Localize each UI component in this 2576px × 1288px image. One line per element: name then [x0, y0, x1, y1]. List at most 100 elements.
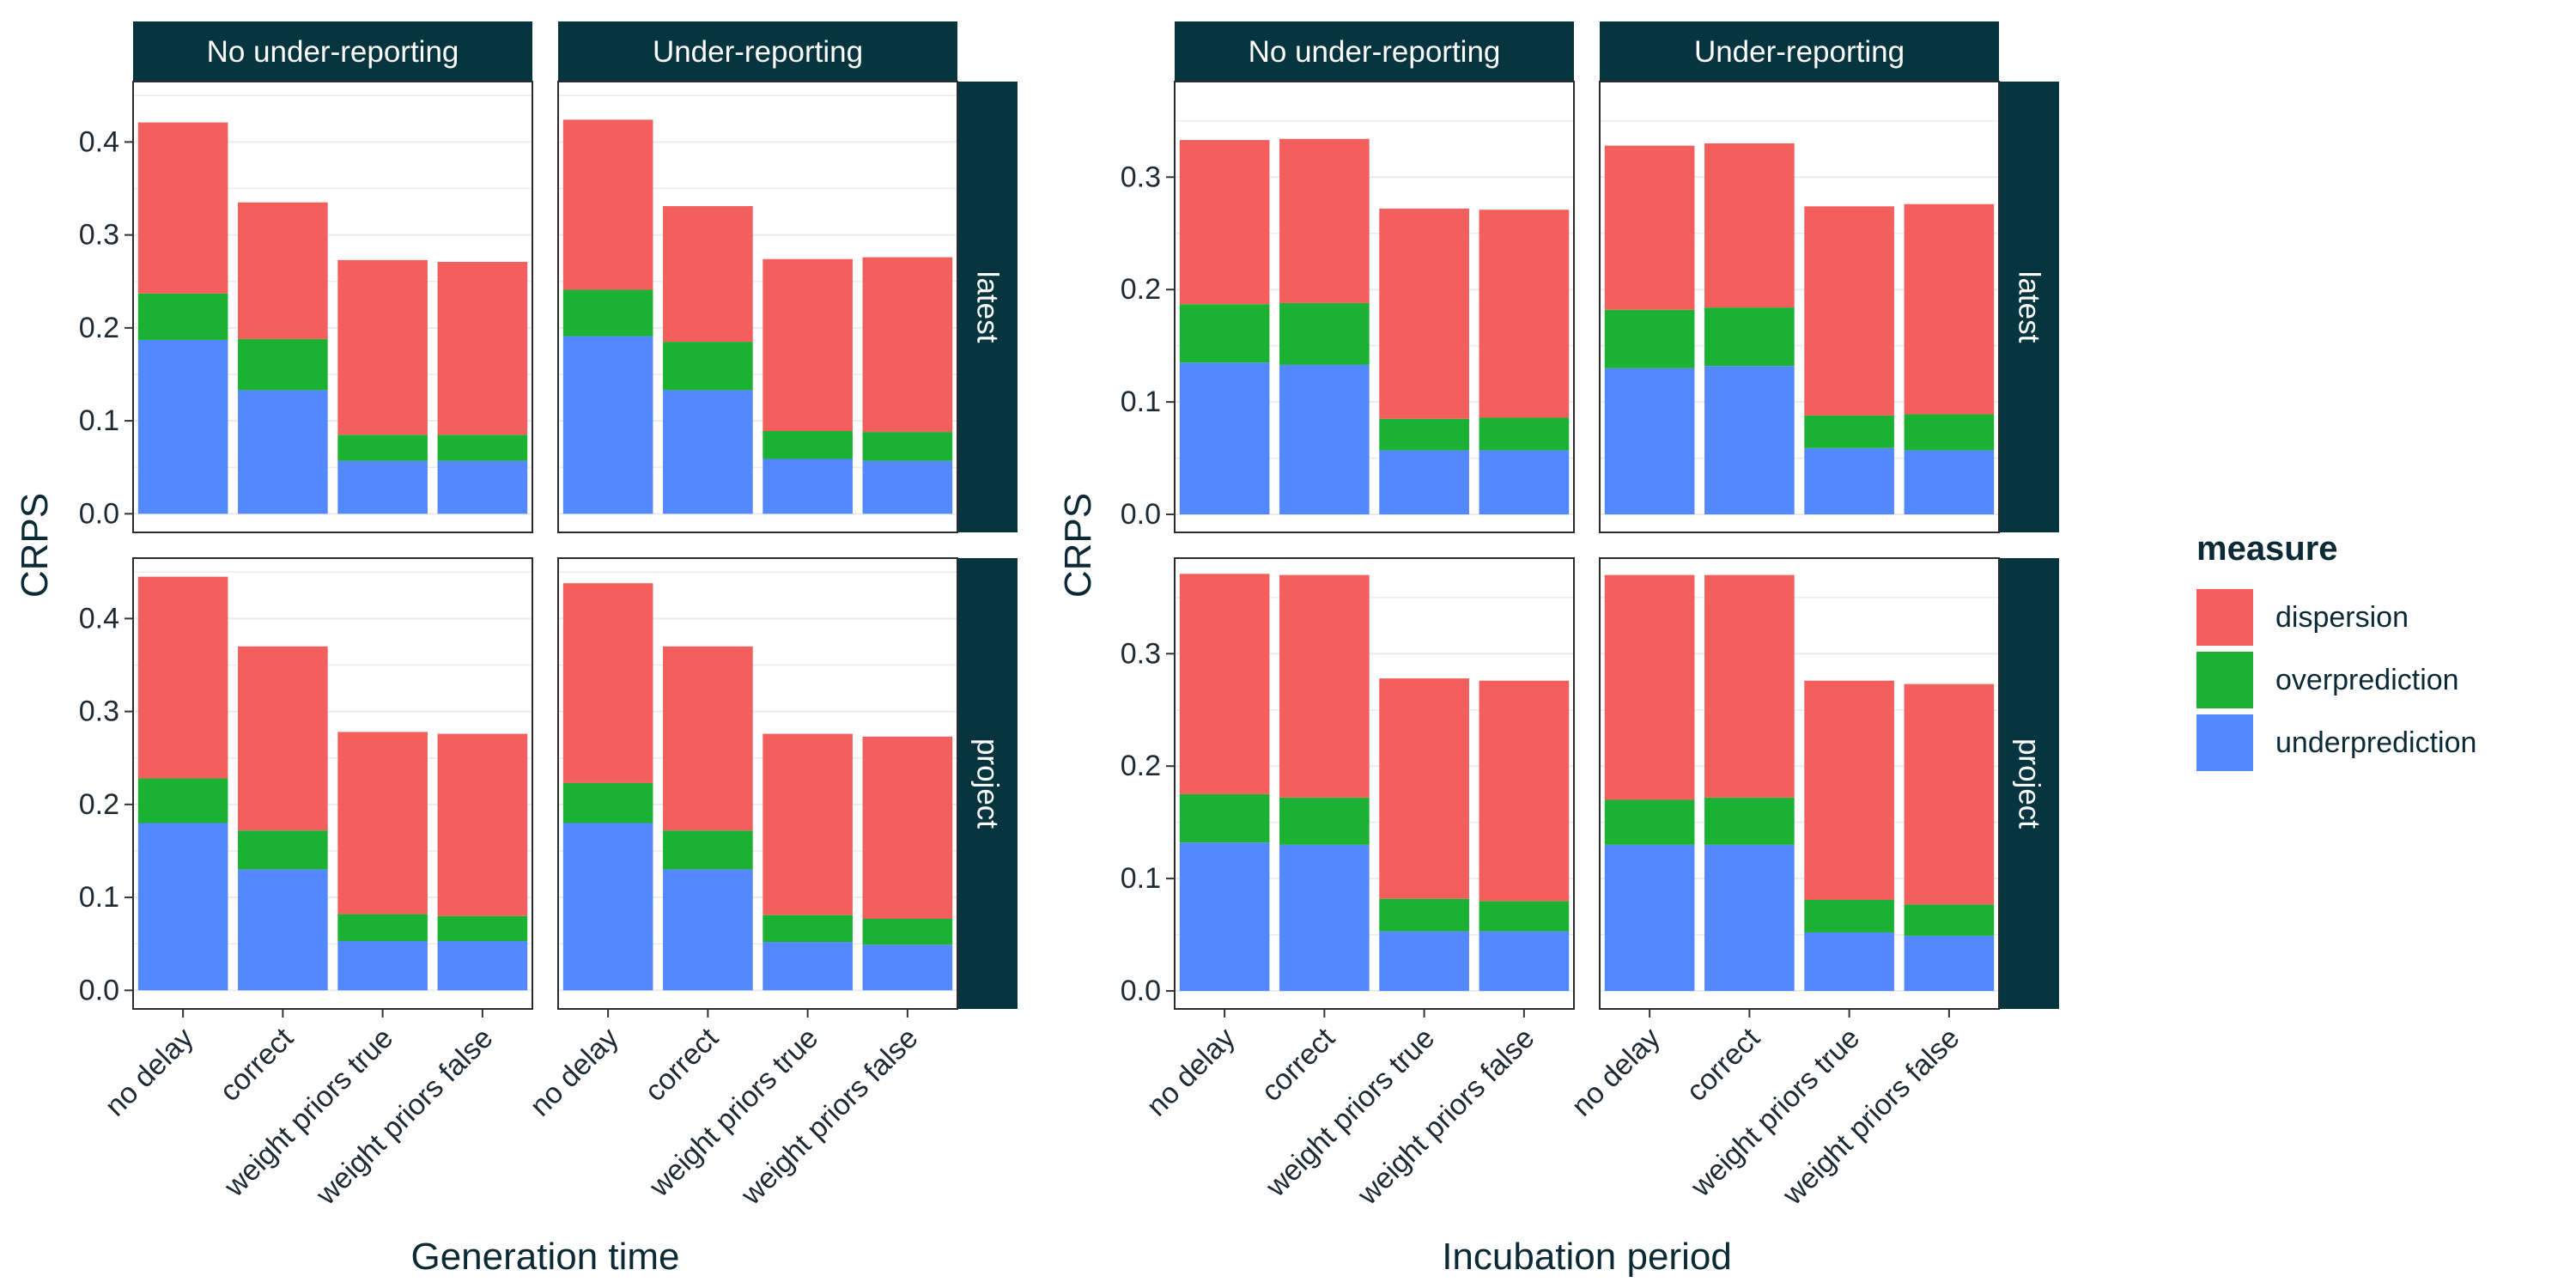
facet-strip-latest: [1999, 82, 2059, 532]
bar-overprediction-weight-priors-true: [1804, 415, 1894, 448]
chart-groups: No under-reporting Under-reporting latest p…: [14, 21, 2059, 1278]
panel-border: [1174, 81, 1575, 533]
bar-dispersion-weight-priors-false: [1904, 683, 1995, 905]
bar-underprediction-correct: [663, 390, 753, 514]
x-tick-label-weight-priors-true: weight priors true: [217, 1022, 399, 1204]
panel-border: [132, 557, 533, 1010]
bar-dispersion-weight-priors-true: [1804, 206, 1894, 416]
facet-label-no-under-reporting: No under-reporting: [1249, 35, 1501, 69]
bar-overprediction-weight-priors-false: [1479, 417, 1570, 451]
y-tick-label: 0.0: [1121, 498, 1161, 531]
y-tick-label: 0.4: [79, 125, 119, 158]
legend-title: measure: [2196, 530, 2338, 568]
bar-overprediction-no-delay: [1179, 304, 1270, 363]
bar-underprediction-correct: [238, 390, 328, 514]
panel-border: [1174, 557, 1575, 1010]
bar-dispersion-correct: [663, 206, 753, 343]
bar-overprediction-weight-priors-true: [762, 914, 853, 943]
bar-dispersion-weight-priors-true: [762, 733, 853, 915]
bar-overprediction-weight-priors-false: [437, 915, 528, 941]
facet-label-latest: latest: [971, 271, 1005, 343]
bar-dispersion-weight-priors-false: [862, 736, 953, 919]
y-tick-label: 0.0: [79, 497, 119, 530]
x-tick-label-weight-priors-true: weight priors true: [642, 1022, 824, 1204]
bar-dispersion-weight-priors-true: [337, 259, 428, 435]
bar-underprediction-weight-priors-false: [1479, 931, 1570, 992]
panel-no-under-reporting-latest: 0.0 0.1 0.2 0.3 0.4: [79, 81, 533, 533]
x-tick-label-weight-priors-false: weight priors false: [1351, 1022, 1540, 1212]
bar-overprediction-weight-priors-false: [437, 434, 528, 461]
bar-overprediction-weight-priors-true: [1804, 900, 1894, 933]
x-axis-title: Generation time: [410, 1236, 679, 1278]
facet-strip-latest: [957, 82, 1018, 532]
bar-underprediction-weight-priors-true: [337, 940, 428, 991]
bar-overprediction-weight-priors-true: [1379, 898, 1469, 932]
chart-incubation-period: No under-reporting Under-reporting latest p…: [1057, 21, 2059, 1278]
bar-underprediction-no-delay: [1604, 844, 1695, 992]
panel-under-reporting-latest: [1599, 81, 2000, 533]
panel-border: [1599, 557, 2000, 1010]
bar-overprediction-correct: [663, 830, 753, 870]
bar-overprediction-correct: [1704, 797, 1795, 845]
bar-underprediction-weight-priors-true: [1804, 932, 1894, 992]
bar-underprediction-weight-priors-true: [337, 460, 428, 514]
y-tick-label: 0.2: [79, 788, 119, 821]
bar-underprediction-correct: [1704, 844, 1795, 992]
bar-underprediction-correct: [663, 869, 753, 991]
facet-strip-no-under-reporting: [133, 21, 532, 82]
facet-label-under-reporting: Under-reporting: [1694, 35, 1905, 69]
y-axis-title: CRPS: [14, 493, 56, 598]
legend: measure dispersion overprediction underpred…: [2196, 530, 2476, 771]
y-tick-label: 0.0: [1121, 975, 1161, 1007]
x-tick-label-weight-priors-false: weight priors false: [734, 1022, 924, 1212]
y-tick-label: 0.3: [1121, 161, 1161, 193]
facet-strip-project: [957, 558, 1018, 1009]
bar-overprediction-no-delay: [1179, 793, 1270, 843]
x-tick-label-correct: correct: [639, 1021, 726, 1108]
facet-strip-under-reporting: [1600, 21, 1999, 82]
bar-overprediction-weight-priors-false: [862, 432, 953, 461]
x-tick-label-weight-priors-false: weight priors false: [309, 1022, 499, 1212]
bar-dispersion-weight-priors-false: [1904, 204, 1995, 415]
y-tick-label: 0.4: [79, 602, 119, 635]
bar-dispersion-no-delay: [562, 583, 653, 783]
bar-dispersion-weight-priors-false: [437, 262, 528, 435]
legend-swatch-overprediction: [2196, 652, 2253, 708]
x-tick-label-correct: correct: [1680, 1021, 1767, 1108]
bar-dispersion-weight-priors-true: [337, 732, 428, 914]
bar-overprediction-correct: [1279, 302, 1370, 365]
bar-dispersion-weight-priors-true: [1804, 680, 1894, 901]
bar-underprediction-weight-priors-false: [1904, 935, 1995, 992]
y-axis-title: CRPS: [1057, 493, 1099, 598]
y-tick-label: 0.2: [79, 312, 119, 344]
bar-dispersion-correct: [1704, 143, 1795, 308]
bar-underprediction-weight-priors-false: [862, 460, 953, 514]
bar-overprediction-weight-priors-false: [1904, 414, 1995, 451]
facet-label-latest: latest: [2013, 271, 2046, 343]
bar-dispersion-weight-priors-false: [862, 257, 953, 433]
bar-underprediction-weight-priors-true: [1804, 447, 1894, 515]
y-tick-label: 0.3: [1121, 637, 1161, 670]
y-tick-label: 0.3: [79, 696, 119, 728]
bar-underprediction-correct: [238, 869, 328, 991]
x-tick-label-weight-priors-false: weight priors false: [1776, 1022, 1965, 1212]
legend-swatch-dispersion: [2196, 589, 2253, 646]
bar-dispersion-correct: [238, 646, 328, 831]
y-tick-label: 0.2: [1121, 750, 1161, 782]
bar-dispersion-weight-priors-true: [1379, 208, 1469, 419]
bar-underprediction-no-delay: [1179, 842, 1270, 992]
bar-overprediction-correct: [238, 338, 328, 391]
bar-underprediction-weight-priors-true: [762, 459, 853, 514]
bar-underprediction-no-delay: [137, 823, 228, 991]
bar-dispersion-no-delay: [1179, 140, 1270, 305]
facet-label-under-reporting: Under-reporting: [653, 35, 863, 69]
bar-overprediction-no-delay: [562, 289, 653, 337]
x-tick-label-correct: correct: [1255, 1021, 1342, 1108]
bar-dispersion-no-delay: [1179, 574, 1270, 794]
bar-dispersion-no-delay: [1604, 145, 1695, 310]
bar-dispersion-no-delay: [137, 122, 228, 294]
panel-under-reporting-latest: [557, 81, 958, 533]
x-tick-label-no-delay: no delay: [524, 1022, 625, 1123]
